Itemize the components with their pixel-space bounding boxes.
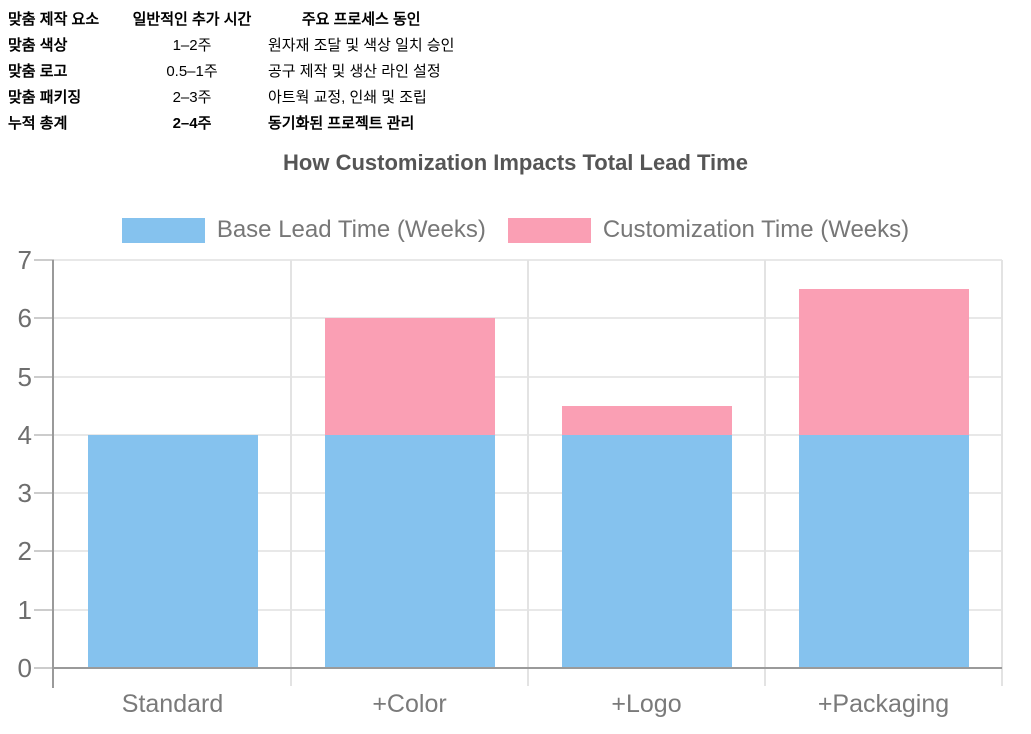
x-axis-label: +Logo (611, 690, 682, 718)
y-axis-tick (34, 608, 54, 611)
table-cell-driver: 공구 제작 및 생산 라인 설정 (268, 63, 441, 80)
table-cell-time: 2–4주 (172, 115, 212, 132)
bar-segment-color[interactable] (324, 318, 495, 435)
table-cell-factor: 누적 총계 (8, 115, 68, 132)
bar-segment-packaging[interactable] (798, 289, 969, 435)
table-cell-factor: 맞춤 로고 (8, 63, 68, 80)
legend-label: Base Lead Time (Weeks) (216, 216, 486, 243)
y-axis-label: 4 (17, 419, 32, 450)
gridline-vertical (1001, 260, 1003, 686)
y-axis-label: 6 (17, 303, 32, 334)
y-axis-label: 1 (17, 594, 32, 625)
chart-legend: Base Lead Time (Weeks) Customization Tim… (0, 216, 1031, 244)
y-axis-tick (34, 492, 54, 495)
table-cell-driver: 아트웍 교정, 인쇄 및 조립 (268, 89, 427, 106)
y-axis-label: 0 (17, 653, 32, 683)
y-axis-tick (34, 667, 54, 669)
bar-segment-packaging[interactable] (798, 434, 969, 668)
y-axis-tick (34, 259, 54, 261)
gridline-vertical (764, 260, 766, 686)
y-axis-line (52, 260, 54, 688)
x-axis-label: +Packaging (817, 690, 950, 718)
table-cell-driver: 원자재 조달 및 색상 일치 승인 (268, 37, 455, 54)
x-axis-line (54, 667, 1002, 669)
bar-segment-color[interactable] (324, 434, 495, 668)
table-cell-factor: 맞춤 패키징 (8, 89, 82, 106)
table-header-driver: 주요 프로세스 동인 (301, 11, 421, 28)
table-cell-time: 0.5–1주 (166, 63, 218, 80)
table-cell-driver: 동기화된 프로젝트 관리 (268, 115, 415, 132)
y-axis-tick (34, 550, 54, 553)
legend-swatch-base-icon (121, 217, 205, 243)
legend-item-customization-time[interactable]: Customization Time (Weeks) (507, 216, 910, 244)
bar-segment-logo[interactable] (561, 405, 732, 435)
gridline-vertical (290, 260, 292, 686)
legend-swatch-customization-icon (507, 217, 591, 243)
bar-segment-logo[interactable] (561, 434, 732, 668)
table-header-factor: 맞춤 제작 요소 (8, 11, 100, 28)
plot-area (34, 259, 1003, 686)
y-axis-label: 2 (17, 536, 32, 567)
table-header-time: 일반적인 추가 시간 (132, 11, 252, 28)
y-axis-tick (34, 433, 54, 436)
legend-label: Customization Time (Weeks) (602, 216, 910, 243)
y-axis-tick (34, 375, 54, 378)
y-axis-label: 3 (17, 478, 32, 509)
gridline-vertical (527, 260, 529, 686)
x-axis-label: Standard (121, 690, 224, 718)
y-axis-label: 7 (17, 245, 32, 275)
table-cell-time: 1–2주 (172, 37, 212, 54)
table-cell-time: 2–3주 (172, 89, 212, 106)
y-axis-tick (34, 317, 54, 320)
bar-segment-standard[interactable] (87, 434, 258, 668)
table-cell-factor: 맞춤 색상 (8, 37, 68, 54)
lead-time-table: 맞춤 제작 요소 일반적인 추가 시간 주요 프로세스 동인 맞춤 색상 1–2… (8, 7, 454, 137)
chart-title: How Customization Impacts Total Lead Tim… (283, 150, 748, 175)
x-axis-label: +Color (372, 690, 447, 718)
legend-item-base-lead-time[interactable]: Base Lead Time (Weeks) (121, 216, 486, 244)
y-axis-label: 5 (17, 361, 32, 392)
